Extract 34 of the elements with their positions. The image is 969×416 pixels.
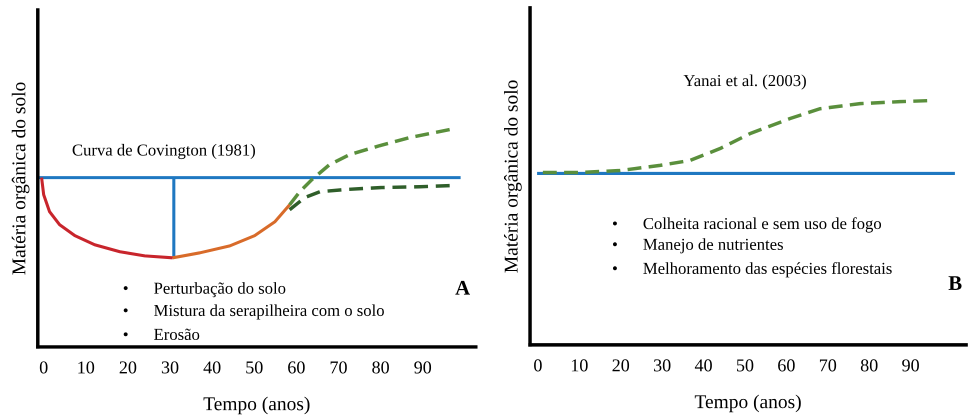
annotation: B: [948, 276, 962, 290]
x-tick-label: 0: [534, 359, 542, 372]
x-tick-label: 40: [694, 359, 712, 372]
x-tick-label: 60: [778, 359, 795, 372]
y-axis-title: Matéria orgânica do solo: [12, 82, 30, 275]
x-tick-label: 20: [120, 361, 136, 374]
x-tick-label: 70: [330, 361, 347, 374]
x-tick-label: 40: [203, 361, 220, 374]
x-tick-label: 90: [902, 359, 919, 372]
x-tick-label: 10: [78, 361, 94, 374]
x-tick-label: 30: [162, 361, 178, 374]
annotation: A: [455, 280, 470, 295]
x-tick-label: 50: [736, 359, 754, 372]
text: Yanai et al. (2003): [684, 74, 806, 90]
annotation: Curva de Covington (1981): [72, 144, 255, 160]
x-axis-title: Tempo (anos): [694, 394, 801, 412]
annotation: • Mistura da serapilheira com o solo: [124, 304, 384, 320]
annotation: • Manejo de nutrientes: [612, 238, 783, 254]
x-tick-label: 0: [40, 361, 48, 374]
annotation: • Colheita racional e sem uso de fogo: [612, 217, 882, 233]
annotation: • Perturbação do solo: [124, 282, 286, 298]
x-tick-label: 50: [246, 361, 263, 374]
x-tick-label: 90: [414, 361, 432, 374]
annotation: • Erosão: [124, 328, 200, 340]
y-axis-title: Matéria orgânica do solo: [504, 80, 522, 273]
x-tick-label: 30: [654, 359, 670, 372]
x-tick-label: 70: [820, 359, 836, 372]
annotation: • Melhoramento das espécies florestais: [612, 262, 892, 278]
x-axis-title: Tempo (anos): [204, 396, 310, 414]
x-tick-label: 10: [572, 359, 588, 372]
x-tick-label: 80: [372, 361, 389, 374]
x-tick-label: 60: [288, 361, 305, 374]
x-tick-label: 20: [612, 359, 630, 372]
x-tick-label: 80: [860, 359, 878, 372]
